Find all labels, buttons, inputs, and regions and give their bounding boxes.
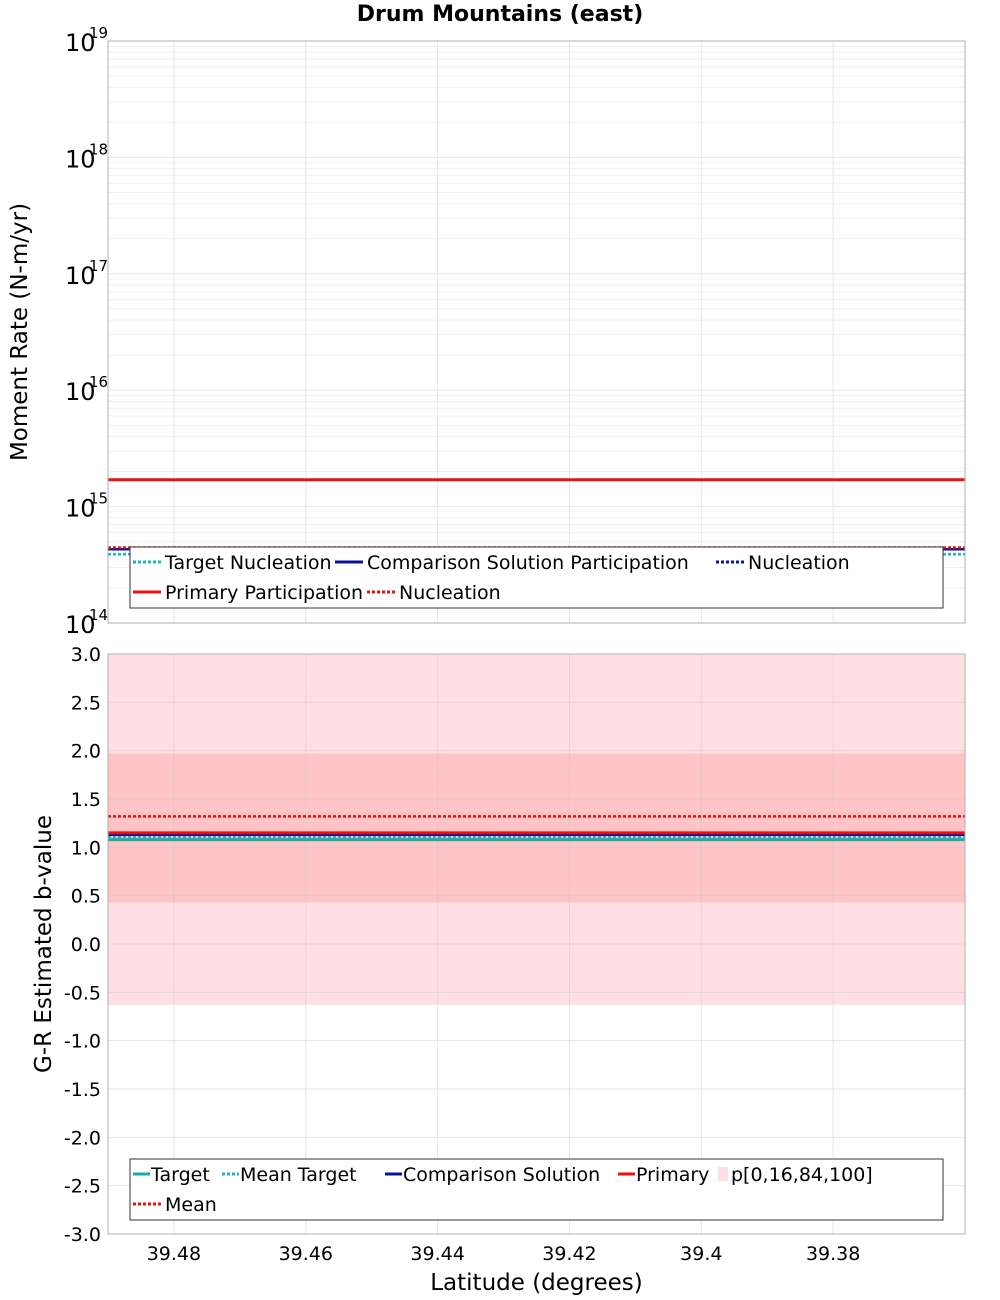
- bottom-y-tick-label: -1.5: [64, 1079, 101, 1101]
- chart-title: Drum Mountains (east): [356, 2, 644, 27]
- bottom-legend-label-comparison: Comparison Solution: [403, 1164, 600, 1186]
- top-legend-label-comparison_participation: Comparison Solution Participation: [367, 552, 689, 574]
- bottom-legend-swatch-band: [718, 1167, 728, 1181]
- top-legend-label-target_nucleation: Target Nucleation: [164, 552, 332, 574]
- x-tick-label: 39.46: [279, 1243, 333, 1265]
- bottom-plot-frame: [107, 653, 966, 1235]
- bottom-y-tick-label: -2.0: [64, 1127, 101, 1149]
- bottom-legend-label-mean_target: Mean Target: [240, 1164, 357, 1186]
- x-tick-label: 39.4: [680, 1243, 722, 1265]
- top-y-tick-base: 10: [65, 378, 96, 406]
- bottom-legend-label-primary: Primary: [636, 1164, 709, 1186]
- top-y-tick-exponent: 17: [89, 257, 108, 275]
- top-y-tick-exponent: 16: [89, 373, 108, 391]
- top-y-tick-exponent: 15: [89, 490, 108, 508]
- bottom-legend-box: [129, 1158, 944, 1221]
- top-y-tick-base: 10: [65, 611, 96, 639]
- top-y-tick-base: 10: [65, 262, 96, 290]
- top-y-tick-base: 10: [65, 495, 96, 523]
- bottom-legend-label-mean: Mean: [165, 1194, 217, 1216]
- bottom-y-tick-label: -3.0: [64, 1224, 101, 1246]
- top-y-axis-label: Moment Rate (N-m/yr): [7, 203, 33, 461]
- band-p16-p84: [108, 753, 965, 903]
- bottom-y-tick-label: -2.5: [64, 1176, 101, 1198]
- bottom-legend-label-target: Target: [150, 1164, 210, 1186]
- x-axis-label: Latitude (degrees): [430, 1270, 643, 1296]
- bottom-y-axis-label: G-R Estimated b-value: [31, 815, 57, 1073]
- top-legend-label-primary_nucleation: Nucleation: [399, 582, 501, 604]
- bottom-y-tick-label: 3.0: [71, 644, 101, 666]
- bottom-y-tick-label: -0.5: [64, 982, 101, 1004]
- top-plot-frame: [107, 40, 966, 624]
- x-tick-label: 39.48: [147, 1243, 201, 1265]
- top-legend-label-comparison_nucleation: Nucleation: [748, 552, 850, 574]
- x-tick-label: 39.42: [542, 1243, 596, 1265]
- top-legend-box: [129, 546, 944, 609]
- bottom-y-tick-label: 2.5: [71, 692, 101, 714]
- top-y-tick-base: 10: [65, 145, 96, 173]
- top-y-tick-exponent: 19: [89, 24, 108, 42]
- top-plot-area: [108, 41, 965, 623]
- top-legend-label-primary_participation: Primary Participation: [165, 582, 363, 604]
- bottom-y-tick-label: 1.0: [71, 837, 101, 859]
- top-y-tick-exponent: 18: [89, 140, 108, 158]
- bottom-y-tick-label: -1.0: [64, 1031, 101, 1053]
- x-tick-label: 39.38: [806, 1243, 860, 1265]
- x-tick-label: 39.44: [410, 1243, 464, 1265]
- bottom-y-tick-label: 0.5: [71, 886, 101, 908]
- bottom-legend-label-band: p[0,16,84,100]: [731, 1164, 873, 1186]
- top-y-tick-base: 10: [65, 29, 96, 57]
- top-y-tick-exponent: 14: [89, 606, 108, 624]
- bottom-y-tick-label: 0.0: [71, 934, 101, 956]
- bottom-y-tick-label: 1.5: [71, 789, 101, 811]
- bottom-y-tick-label: 2.0: [71, 741, 101, 763]
